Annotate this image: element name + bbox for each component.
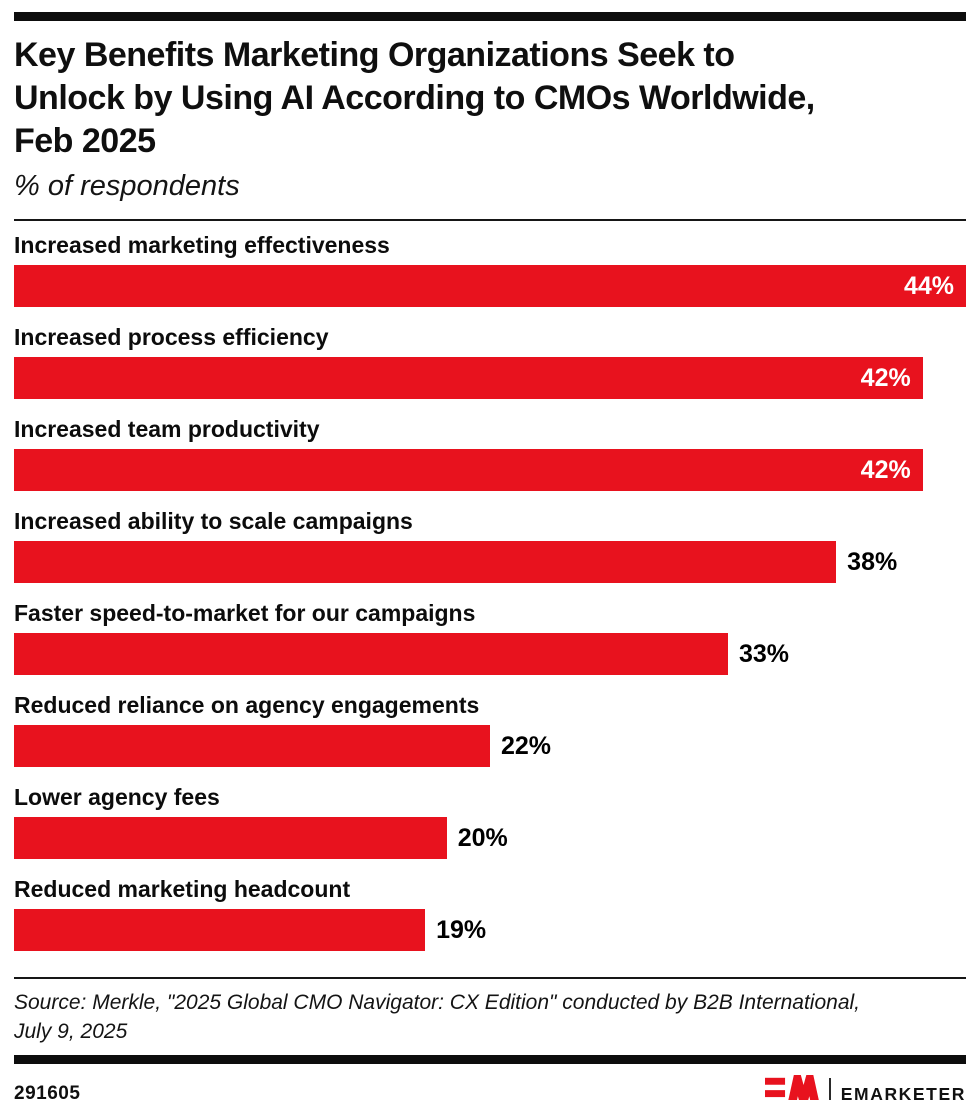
bar-row: Reduced reliance on agency engagements 22… (14, 693, 966, 767)
bar: 42% (14, 357, 923, 399)
chart-title-line-3: Feb 2025 (14, 122, 156, 160)
bar-track: 44% (14, 265, 966, 307)
bar-track: 38% (14, 541, 966, 583)
source-note-line-1: Source: Merkle, "2025 Global CMO Navigat… (14, 991, 861, 1014)
bar-row: Lower agency fees 20% (14, 785, 966, 859)
bar-category-label: Faster speed-to-market for our campaigns (14, 600, 476, 626)
bar-track: 42% (14, 449, 966, 491)
chart-id: 291605 (14, 1083, 81, 1100)
bar-category-label: Lower agency fees (14, 784, 220, 810)
bar-track: 19% (14, 909, 966, 951)
chart-title: Key Benefits Marketing Organizations See… (14, 34, 966, 163)
bar: 44% (14, 265, 966, 307)
bar-category-label: Increased process efficiency (14, 324, 329, 350)
bar-value-label: 38% (847, 547, 898, 576)
bar-row: Increased ability to scale campaigns 38% (14, 509, 966, 583)
bar (14, 817, 447, 859)
bar (14, 909, 426, 951)
source-note-line-2: July 9, 2025 (14, 1020, 128, 1043)
bar-track: 20% (14, 817, 966, 859)
bar-value-label: 42% (860, 363, 911, 392)
bar (14, 541, 837, 583)
header-divider-rule (14, 219, 966, 221)
bar-value-label: 20% (457, 823, 508, 852)
bar-track: 42% (14, 357, 966, 399)
emarketer-logo: EMARKETER (764, 1075, 966, 1100)
bar-track: 22% (14, 725, 966, 767)
source-divider-rule (14, 977, 966, 979)
bar-row: Reduced marketing headcount 19% (14, 877, 966, 951)
bar-row: Faster speed-to-market for our campaigns… (14, 601, 966, 675)
bar-row: Increased team productivity 42% (14, 417, 966, 491)
bar (14, 633, 728, 675)
bar-category-label: Increased ability to scale campaigns (14, 508, 413, 534)
bar: 42% (14, 449, 923, 491)
bar-value-label: 42% (860, 455, 911, 484)
chart-title-line-1: Key Benefits Marketing Organizations See… (14, 36, 735, 74)
bar-value-label: 22% (501, 731, 552, 760)
chart-title-line-2: Unlock by Using AI According to CMOs Wor… (14, 79, 815, 117)
bar-category-label: Increased marketing effectiveness (14, 232, 390, 258)
chart-subtitle: % of respondents (14, 170, 240, 202)
bar-category-label: Reduced reliance on agency engagements (14, 692, 480, 718)
emarketer-wordmark: EMARKETER (840, 1083, 966, 1100)
top-rule (14, 12, 966, 21)
bar-track: 33% (14, 633, 966, 675)
bar (14, 725, 490, 767)
em-monogram-icon (764, 1075, 819, 1100)
bar-row: Increased process efficiency 42% (14, 325, 966, 399)
bar-row: Increased marketing effectiveness 44% (14, 233, 966, 307)
logo-divider (828, 1077, 831, 1100)
bar-category-label: Reduced marketing headcount (14, 876, 351, 902)
footer: 291605 EMARKETER (14, 1074, 966, 1100)
bar-value-label: 44% (903, 271, 954, 300)
bar-chart: Increased marketing effectiveness 44% Incr… (14, 233, 966, 951)
bar-value-label: 33% (739, 639, 790, 668)
bar-value-label: 19% (436, 915, 487, 944)
bar-category-label: Increased team productivity (14, 416, 320, 442)
source-note: Source: Merkle, "2025 Global CMO Navigat… (14, 988, 966, 1046)
bottom-rule (14, 1055, 966, 1064)
